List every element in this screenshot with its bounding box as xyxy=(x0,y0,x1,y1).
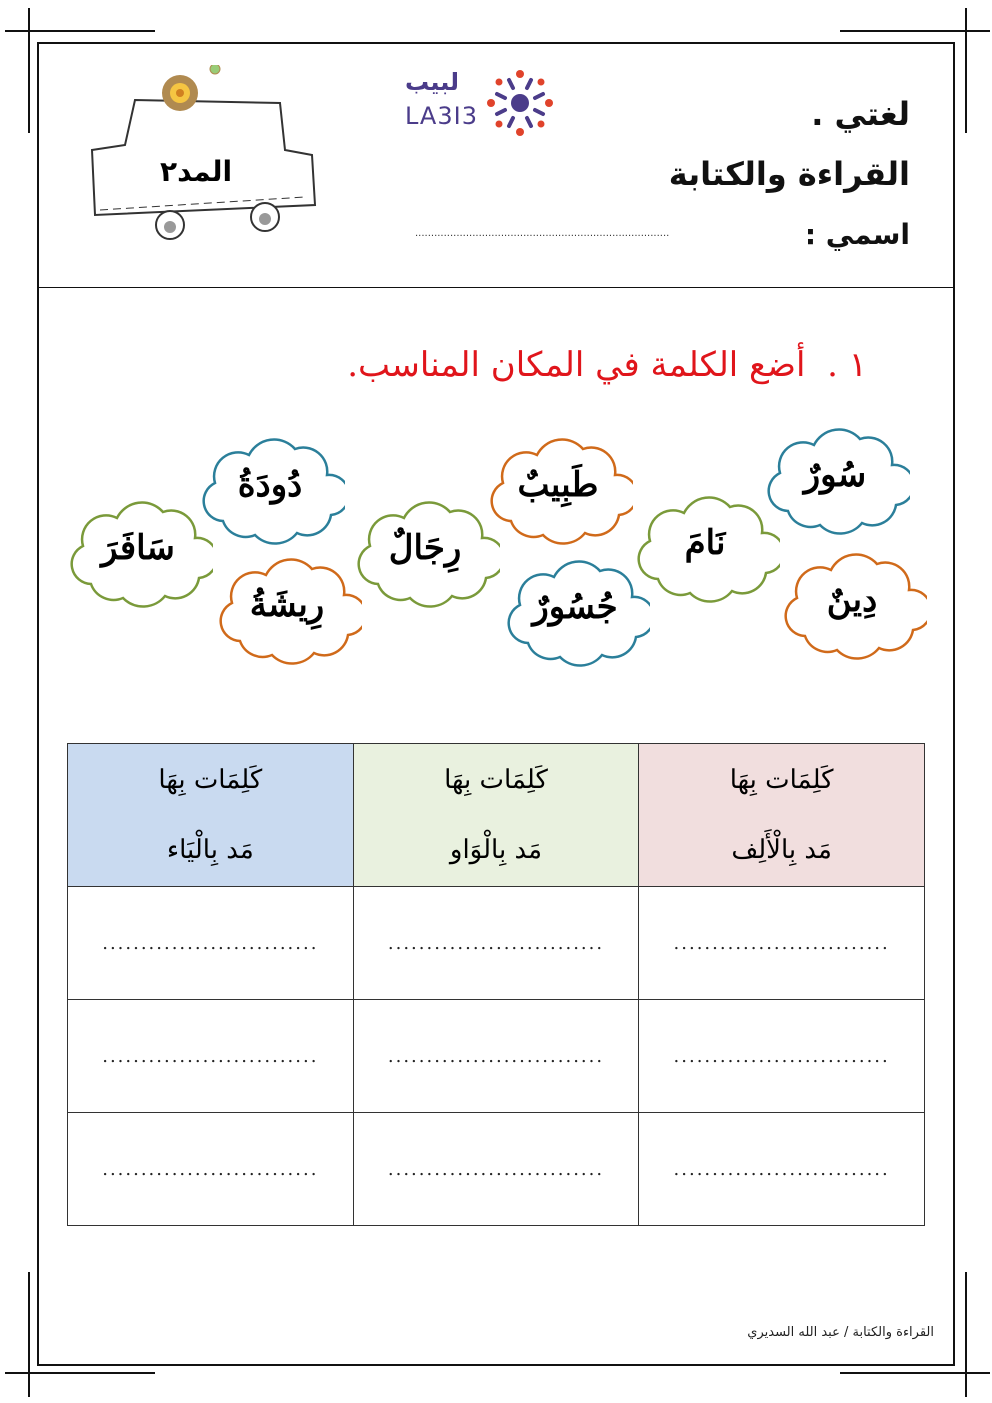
word-cloud[interactable]: جُسُورٌ xyxy=(500,555,650,670)
answer-cell[interactable]: ............................ xyxy=(638,886,925,1000)
name-field[interactable]: ........................................… xyxy=(415,228,670,239)
answer-cell[interactable]: ............................ xyxy=(352,999,640,1113)
answer-cell[interactable]: ............................ xyxy=(638,999,925,1113)
word-cloud[interactable]: دُودَةُ xyxy=(195,433,345,548)
word-label: جُسُورٌ xyxy=(532,587,618,627)
cloud-shape-icon xyxy=(70,501,213,608)
answer-cell[interactable]: ............................ xyxy=(638,1112,925,1226)
word-label: دِينٌ xyxy=(826,580,878,620)
header-alif: كَلِمَات بِهَا مَد بِالْأَلِف xyxy=(638,743,925,887)
car-badge: المد٢ xyxy=(80,63,325,245)
header-waw: كَلِمَات بِهَا مَد بِالْوَاو xyxy=(352,743,640,887)
word-cloud[interactable]: سُورٌ xyxy=(760,423,910,538)
sorting-table: كَلِمَات بِهَا مَد بِالْيَاء كَلِمَات بِه… xyxy=(67,743,925,1226)
word-cloud[interactable]: طَبِيبٌ xyxy=(483,433,633,548)
cloud-shape-icon xyxy=(490,438,633,545)
name-label: اسمي : xyxy=(804,218,910,251)
answer-cell[interactable]: ............................ xyxy=(67,1112,354,1226)
labib-logo: لبيب LA3I3 xyxy=(405,68,555,138)
word-cloud[interactable]: سَافَرَ xyxy=(63,496,213,611)
word-cloud[interactable]: نَامَ xyxy=(630,491,780,606)
page-border xyxy=(37,42,955,1366)
subject-title: لغتي . xyxy=(811,95,910,133)
exercise-instruction: ١ . أضع الكلمة في المكان المناسب. xyxy=(347,345,867,385)
cloud-shape-icon xyxy=(507,560,650,667)
word-label: سَافَرَ xyxy=(101,528,175,568)
answer-cell[interactable]: ............................ xyxy=(67,886,354,1000)
word-label: دُودَةُ xyxy=(237,465,303,505)
answer-cell[interactable]: ............................ xyxy=(67,999,354,1113)
cloud-shape-icon xyxy=(202,438,345,545)
footer-credit: القراءة والكتابة / عبد الله السديري xyxy=(747,1325,934,1340)
answer-cell[interactable]: ............................ xyxy=(352,886,640,1000)
word-label: رِيشَةُ xyxy=(249,585,325,625)
word-label: رِجَالٌ xyxy=(388,528,462,568)
cloud-shape-icon xyxy=(219,558,362,665)
word-cloud[interactable]: رِيشَةُ xyxy=(212,553,362,668)
word-label: سُورٌ xyxy=(803,455,867,495)
cloud-shape-icon xyxy=(767,428,910,535)
answer-cell[interactable]: ............................ xyxy=(352,1112,640,1226)
cloud-shape-icon xyxy=(357,501,500,608)
cloud-shape-icon xyxy=(637,496,780,603)
header-ya: كَلِمَات بِهَا مَد بِالْيَاء xyxy=(67,743,354,887)
word-label: نَامَ xyxy=(684,523,726,563)
word-cloud[interactable]: رِجَالٌ xyxy=(350,496,500,611)
badge-label: المد٢ xyxy=(160,155,233,188)
word-cloud[interactable]: دِينٌ xyxy=(777,548,927,663)
word-label: طَبِيبٌ xyxy=(517,465,599,505)
cloud-shape-icon xyxy=(784,553,927,660)
topic-title: القراءة والكتابة xyxy=(668,155,910,193)
